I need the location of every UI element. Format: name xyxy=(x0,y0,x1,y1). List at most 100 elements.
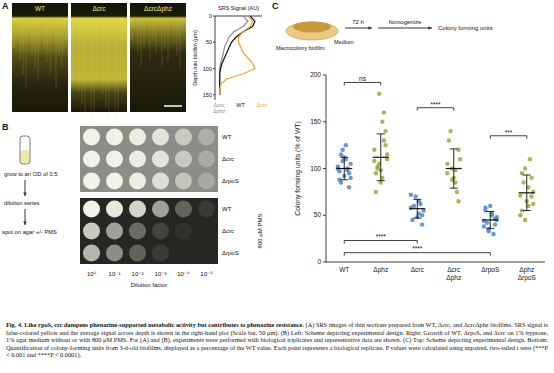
tick xyxy=(323,215,326,216)
replicate-point xyxy=(374,171,378,175)
panel-label: B xyxy=(2,122,9,132)
label-line: Δcrc xyxy=(411,266,425,273)
mean-line xyxy=(336,168,352,169)
spot xyxy=(129,223,146,240)
label-line: ΔrpoS xyxy=(518,274,537,282)
spot xyxy=(83,173,100,190)
mean-line xyxy=(409,208,425,209)
tick xyxy=(323,75,326,76)
srs-image xyxy=(12,3,68,112)
texture xyxy=(59,18,60,56)
arrow xyxy=(378,28,432,29)
replicate-point xyxy=(340,148,344,152)
tick xyxy=(323,262,326,263)
figure: ABCWTΔcrcΔcrcΔphz050100150Depth into bio… xyxy=(0,0,554,320)
label-line: Δphz xyxy=(213,108,226,114)
medium xyxy=(286,22,338,40)
replicate-point xyxy=(382,110,386,114)
x-axis xyxy=(215,16,216,100)
significance-bracket xyxy=(344,82,381,85)
arrow-head xyxy=(428,26,432,29)
spot xyxy=(175,151,192,168)
x-axis xyxy=(326,262,545,263)
spot xyxy=(175,245,192,262)
error-cap xyxy=(486,211,494,212)
caption-title: Like rpoS, crc dampens phenazine-support… xyxy=(24,321,304,328)
category-label: WT xyxy=(339,266,349,273)
texture xyxy=(115,18,116,133)
dilution-label: 10⁻⁵ xyxy=(200,271,213,277)
replicate-point xyxy=(483,206,487,210)
tick xyxy=(213,94,215,95)
replicate-point xyxy=(523,166,527,170)
axis-title: Colony forming units (% of WT) xyxy=(294,121,302,215)
replicate-point xyxy=(529,176,533,180)
scheme-text: spot on agar +/- PMS xyxy=(2,229,57,235)
category-label: Δcrc xyxy=(411,266,425,273)
spot xyxy=(152,151,169,168)
significance-bracket xyxy=(490,136,527,139)
spot xyxy=(175,223,192,240)
texture xyxy=(141,18,142,66)
label-line: WT xyxy=(339,266,349,273)
strain-label: WT xyxy=(222,206,232,212)
spot xyxy=(129,201,146,218)
texture xyxy=(32,18,33,55)
profile-line xyxy=(220,16,248,95)
spot xyxy=(175,129,192,146)
texture xyxy=(162,18,163,67)
texture xyxy=(132,18,133,40)
spot xyxy=(175,201,192,218)
replicate-point xyxy=(385,152,389,156)
significance-bracket xyxy=(417,108,454,111)
texture xyxy=(168,18,169,61)
macrocolony xyxy=(293,22,331,33)
spot xyxy=(106,245,123,262)
image-label: Δcrc xyxy=(92,5,106,12)
label-line: Δphz xyxy=(446,274,461,282)
tick-label: 150 xyxy=(310,118,321,125)
caption: Fig. 4. Like rpoS, crc dampens phenazine… xyxy=(6,321,548,359)
replicate-point xyxy=(337,169,341,173)
scheme-text: Medium xyxy=(334,39,354,45)
label-line: ΔrpoS xyxy=(481,266,500,274)
axis-title: Depth into biofilm (μm) xyxy=(192,30,198,86)
replicate-point xyxy=(518,213,522,217)
label-line: Δphz xyxy=(373,266,388,274)
texture xyxy=(94,18,95,143)
texture xyxy=(153,18,154,41)
category-label: ΔcrcΔphz xyxy=(446,266,461,282)
tick-label: 50 xyxy=(314,211,322,218)
tube xyxy=(20,136,30,164)
replicate-point xyxy=(447,138,451,142)
texture xyxy=(121,18,122,84)
replicate-point xyxy=(528,157,532,161)
replicate-point xyxy=(339,180,343,184)
axis-title: SRS Signal (AU) xyxy=(218,5,259,11)
significance-label: *** xyxy=(505,129,513,136)
arrow-head xyxy=(23,192,26,196)
error-cap xyxy=(340,179,348,180)
texture xyxy=(38,18,39,81)
replicate-point xyxy=(372,159,376,163)
strain-label: Δcrc xyxy=(222,156,234,162)
dilution-label: 10⁻¹ xyxy=(109,271,121,277)
tick xyxy=(213,68,215,69)
strain-label: ΔrpoS xyxy=(222,250,239,256)
plate xyxy=(80,126,218,192)
spot xyxy=(175,173,192,190)
replicate-point xyxy=(456,148,460,152)
category-label: ΔphzΔrpoS xyxy=(518,266,537,282)
texture xyxy=(165,18,166,48)
replicate-point xyxy=(344,143,348,147)
spot xyxy=(83,245,100,262)
texture xyxy=(150,18,151,60)
spot xyxy=(152,245,169,262)
spot xyxy=(83,129,100,146)
scheme-text: homogenize xyxy=(389,19,422,25)
texture xyxy=(180,18,181,68)
tick-label: 100 xyxy=(203,66,212,72)
condition-label: 800 μM PMS xyxy=(257,214,263,249)
texture xyxy=(44,18,45,49)
error-cap xyxy=(377,180,385,181)
